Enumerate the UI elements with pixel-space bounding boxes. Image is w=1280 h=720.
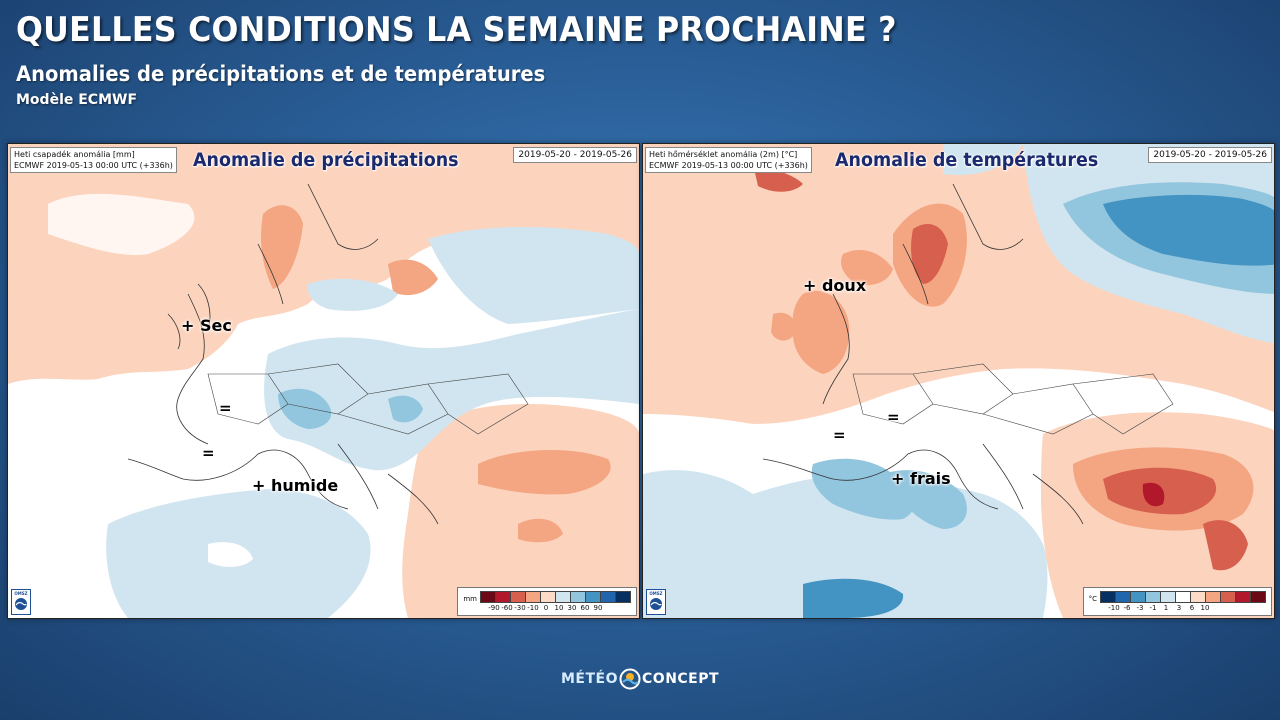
annotation-mild: + doux [803, 276, 867, 295]
legend-tick-row: -10 -6 -3 -1 1 3 6 10 [1108, 603, 1266, 613]
legend-tick-label: -90 [488, 604, 500, 612]
legend-swatch [1250, 591, 1266, 603]
legend-swatch [1130, 591, 1146, 603]
annotation-cool: + frais [891, 469, 951, 488]
legend-tick-label: -60 [501, 604, 513, 612]
omsz-logo: OMSZ [11, 589, 31, 615]
legend-tick-label: 10 [1200, 604, 1210, 612]
legend-tick-label: -30 [514, 604, 526, 612]
legend-unit: °C [1088, 595, 1097, 603]
annotation-wet: + humide [252, 476, 339, 495]
legend-tick-label: 30 [567, 604, 577, 612]
precipitation-map-panel: Heti csapadék anomália [mm] ECMWF 2019-0… [7, 143, 640, 619]
legend-swatch-row [480, 591, 631, 603]
legend-swatch [1175, 591, 1191, 603]
legend-swatch [1100, 591, 1116, 603]
legend-tick-row: -90 -60 -30 -10 0 10 30 60 90 [488, 603, 631, 613]
legend-swatch [585, 591, 601, 603]
map-info-title: Heti hőmérséklet anomália (2m) [°C] [649, 150, 798, 159]
legend-swatch [1115, 591, 1131, 603]
legend-swatch [480, 591, 496, 603]
brand-part1: MÉTÉO [561, 671, 619, 687]
annotation-equal-north: = [887, 408, 900, 426]
legend-swatch [600, 591, 616, 603]
legend-unit: mm [463, 595, 477, 603]
legend-swatch [1160, 591, 1176, 603]
legend-tick-label: 90 [593, 604, 603, 612]
legend-tick-label: 3 [1176, 604, 1182, 612]
brand-part2: CONCEPT [642, 671, 720, 687]
precipitation-legend: mm -90 -60 -30 -10 0 10 30 60 90 [457, 587, 637, 616]
precipitation-anomaly-map [8, 144, 639, 618]
map-date-range: 2019-05-20 - 2019-05-26 [513, 147, 637, 163]
temperature-map-panel: Heti hőmérséklet anomália (2m) [°C] ECMW… [642, 143, 1275, 619]
map-date-range: 2019-05-20 - 2019-05-26 [1148, 147, 1272, 163]
annotation-equal-south: = [833, 426, 846, 444]
annotation-equal-south: = [202, 444, 215, 462]
omsz-logo-icon [650, 598, 662, 610]
annotation-equal-north: = [219, 399, 232, 417]
meteo-concept-logo: MÉTÉO CONCEPT [561, 668, 719, 690]
legend-swatch [1220, 591, 1236, 603]
legend-swatch [540, 591, 556, 603]
temperature-legend: °C -10 -6 -3 -1 1 3 6 10 [1082, 587, 1272, 616]
page-subtitle: Anomalies de précipitations et de tempér… [16, 62, 546, 86]
legend-swatch [615, 591, 631, 603]
omsz-logo-icon [15, 598, 27, 610]
map-info-title: Heti csapadék anomália [mm] [14, 150, 135, 159]
legend-tick-label: 6 [1189, 604, 1195, 612]
model-label: Modèle ECMWF [16, 92, 138, 108]
legend-swatch [525, 591, 541, 603]
legend-swatch [1145, 591, 1161, 603]
omsz-logo-text: OMSZ [14, 591, 28, 596]
legend-swatch [1190, 591, 1206, 603]
legend-tick-label: 10 [554, 604, 564, 612]
legend-tick-label: -3 [1136, 604, 1144, 612]
map-info-box: Heti hőmérséklet anomália (2m) [°C] ECMW… [645, 147, 812, 173]
sun-wave-icon [619, 668, 641, 690]
omsz-logo: OMSZ [646, 589, 666, 615]
map-title: Anomalie de températures [835, 149, 1099, 171]
map-info-run: ECMWF 2019-05-13 00:00 UTC (+336h) [14, 161, 173, 170]
map-info-box: Heti csapadék anomália [mm] ECMWF 2019-0… [10, 147, 177, 173]
legend-tick-label: -10 [527, 604, 539, 612]
map-title: Anomalie de précipitations [193, 149, 459, 171]
legend-swatch [510, 591, 526, 603]
temperature-anomaly-map [643, 144, 1274, 618]
legend-swatch [1235, 591, 1251, 603]
legend-swatch [570, 591, 586, 603]
legend-tick-label: 0 [543, 604, 549, 612]
legend-swatch-row [1100, 591, 1266, 603]
legend-tick-label: -6 [1123, 604, 1131, 612]
legend-tick-label: -10 [1108, 604, 1120, 612]
legend-tick-label: 60 [580, 604, 590, 612]
omsz-logo-text: OMSZ [649, 591, 663, 596]
legend-swatch [555, 591, 571, 603]
map-info-run: ECMWF 2019-05-13 00:00 UTC (+336h) [649, 161, 808, 170]
legend-tick-label: 1 [1163, 604, 1169, 612]
legend-swatch [495, 591, 511, 603]
legend-swatch [1205, 591, 1221, 603]
annotation-dry: + Sec [181, 316, 232, 335]
page-title: QUELLES CONDITIONS LA SEMAINE PROCHAINE … [16, 10, 897, 50]
legend-tick-label: -1 [1149, 604, 1157, 612]
